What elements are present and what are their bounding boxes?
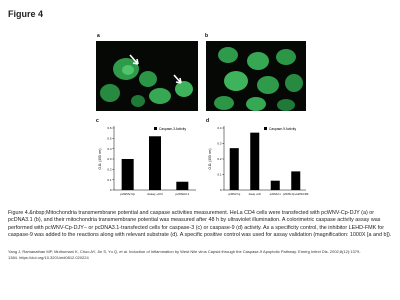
y-tick-label: 0.4 [107, 147, 112, 151]
panel-label: c [96, 118, 99, 124]
bar [270, 180, 280, 190]
bar [176, 181, 189, 190]
x-tick-label: pcWNV-Cp [120, 192, 135, 196]
x-tick-label: pcDNA3.1 [175, 192, 189, 196]
y-tick-label: 0.4 [217, 126, 222, 130]
bar [291, 171, 301, 190]
y-tick-label: 0.1 [107, 178, 112, 182]
y-tick-label: 0 [220, 188, 222, 192]
y-tick-label: 0.2 [107, 167, 112, 171]
bar [148, 136, 162, 190]
figure-title: Figure 4 [8, 9, 44, 19]
citation: Yang J, Ramanathan MP, Muthumani K, Choo… [8, 249, 361, 260]
y-tick-label: 0.6 [107, 126, 112, 130]
figure-caption: Figure 4.&nbsp;Mitochondria transmembran… [8, 210, 392, 239]
x-tick-label: pcDNA3.1 [270, 193, 282, 196]
panel-label: b [205, 33, 209, 39]
micrograph [206, 41, 306, 111]
y-tick-label: 0.3 [107, 157, 112, 161]
panel-label: a [97, 33, 100, 39]
legend-swatch [264, 127, 267, 130]
x-tick-label: pcWNV-Cp [228, 193, 240, 196]
bar [229, 148, 239, 190]
legend-swatch [154, 127, 157, 130]
bar-chart: d Caspase-9 Activity O.D. (405 nm) 0 0.1 0.2 0… [206, 118, 309, 196]
y-axis-label: O.D. (405 nm) [98, 149, 102, 170]
bar [121, 159, 134, 190]
bar [250, 132, 260, 190]
bar-chart: c Caspase-3 Activity O.D. (405 nm) 0 0.1 0.2 0… [96, 118, 196, 196]
y-axis-label: O.D. (405 nm) [208, 149, 212, 170]
x-tick-label: Assay +Ctrl [147, 192, 163, 196]
micrograph [96, 41, 198, 111]
legend-label: Caspase-3 Activity [159, 127, 186, 131]
y-tick-label: 0 [110, 188, 112, 192]
y-tick-label: 0.1 [217, 173, 222, 177]
y-tick-label: 0.5 [107, 136, 112, 140]
y-tick-label: 0.2 [217, 157, 222, 161]
y-tick-label: 0.3 [217, 142, 222, 146]
x-tick-label: Assay +Ctrl [249, 193, 262, 196]
x-tick-label: pcWNV-Cp+LEHD-FMK [283, 193, 309, 196]
legend-label: Caspase-9 Activity [269, 127, 296, 131]
panel-label: d [206, 118, 209, 124]
